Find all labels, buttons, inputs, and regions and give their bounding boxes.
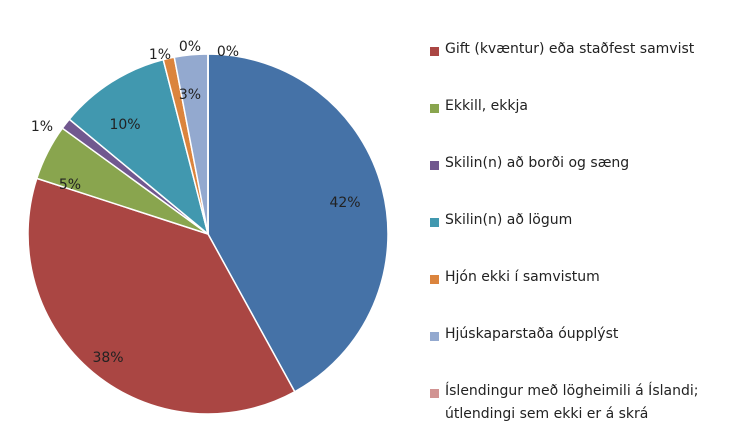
pie-slice — [207, 53, 389, 393]
data-label: 0% — [179, 39, 201, 55]
legend-item: Hjúskaparstaða óupplýst — [430, 326, 618, 346]
pie-slice — [27, 177, 296, 415]
legend-swatch — [430, 332, 439, 341]
pie-area: 42% 38% 5% 1% 10% 1% 3% 0% 0% — [27, 39, 389, 415]
data-label: 42% — [329, 195, 360, 211]
legend-swatch — [430, 104, 439, 113]
data-label: 0% — [217, 44, 239, 60]
legend-label: Skilin(n) að borði og sæng — [445, 155, 630, 171]
legend-swatch — [430, 47, 439, 56]
data-label: 3% — [179, 87, 201, 103]
legend-item: Íslendingur með lögheimili á Íslandi; út… — [430, 383, 698, 423]
legend-swatch — [430, 161, 439, 170]
legend-swatch — [430, 389, 439, 398]
legend-label: Íslendingur með lögheimili á Íslandi; út… — [445, 383, 699, 422]
legend-label: Skilin(n) að lögum — [445, 212, 573, 228]
legend-item: Ekkill, ekkja — [430, 98, 528, 118]
legend-item: Skilin(n) að borði og sæng — [430, 155, 629, 175]
legend-label: Gift (kvæntur) eða staðfest samvist — [445, 41, 695, 57]
legend-label: Hjúskaparstaða óupplýst — [445, 326, 619, 342]
data-label: 1% — [31, 119, 53, 135]
legend-swatch — [430, 218, 439, 227]
legend-item: Skilin(n) að lögum — [430, 212, 572, 232]
pie-slice — [68, 58, 210, 237]
data-label: 10% — [109, 117, 140, 133]
data-label: 1% — [149, 47, 171, 63]
legend-label: Hjón ekki í samvistum — [445, 269, 600, 285]
legend-item: Gift (kvæntur) eða staðfest samvist — [430, 41, 694, 61]
legend-item: Hjón ekki í samvistum — [430, 269, 600, 289]
data-label: 5% — [59, 177, 81, 193]
data-label: 38% — [92, 350, 123, 366]
legend-label: Ekkill, ekkja — [445, 98, 528, 114]
legend-swatch — [430, 275, 439, 284]
